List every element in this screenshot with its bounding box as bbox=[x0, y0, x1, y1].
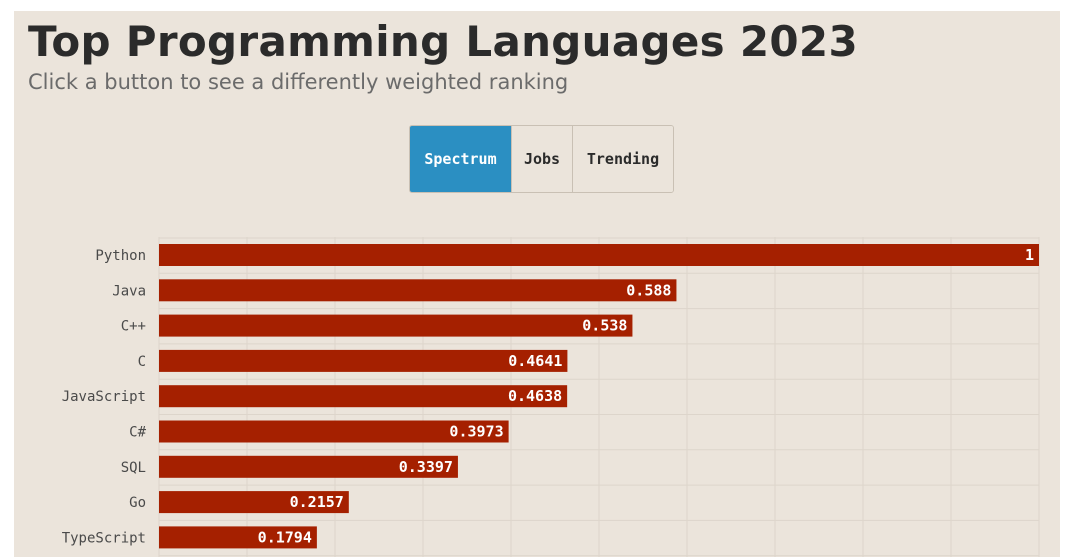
bar[interactable] bbox=[159, 455, 458, 478]
bar[interactable] bbox=[159, 314, 633, 337]
bar[interactable] bbox=[159, 279, 677, 302]
category-label: C# bbox=[129, 425, 146, 441]
chart-panel: Top Programming Languages 2023 Click a b… bbox=[14, 11, 1060, 557]
bar-value-label: 0.588 bbox=[626, 281, 671, 299]
category-label: JavaScript bbox=[62, 389, 146, 405]
bar[interactable] bbox=[159, 349, 568, 372]
category-label: TypeScript bbox=[62, 530, 146, 546]
bar-value-label: 0.4638 bbox=[508, 387, 562, 405]
ranking-button-group: Spectrum Jobs Trending bbox=[409, 125, 674, 193]
bar-value-label: 0.3973 bbox=[449, 423, 503, 441]
bar[interactable] bbox=[159, 244, 1039, 266]
category-label: Python bbox=[95, 248, 146, 264]
bar-value-label: 0.2157 bbox=[290, 493, 344, 511]
category-label: C++ bbox=[121, 319, 146, 335]
bar-chart: Python 1 Java 0.588 C++ 0.538 C 0.4641 JavaScrip… bbox=[62, 237, 1040, 557]
jobs-button[interactable]: Jobs bbox=[512, 126, 573, 192]
spectrum-button[interactable]: Spectrum bbox=[410, 126, 512, 192]
page-subtitle: Click a button to see a differently weig… bbox=[28, 70, 569, 94]
category-label: Go bbox=[129, 495, 146, 511]
bar-value-label: 0.1794 bbox=[258, 528, 312, 546]
bar[interactable] bbox=[159, 385, 568, 408]
bar[interactable] bbox=[159, 491, 349, 514]
bar-value-label: 0.538 bbox=[582, 317, 627, 335]
page-title: Top Programming Languages 2023 bbox=[28, 17, 858, 66]
category-label: SQL bbox=[121, 460, 146, 476]
category-label: Java bbox=[112, 283, 146, 299]
bar-value-label: 1 bbox=[1025, 246, 1034, 264]
bar[interactable] bbox=[159, 526, 317, 549]
trending-button[interactable]: Trending bbox=[573, 126, 673, 192]
category-label: C bbox=[138, 354, 146, 370]
bar-value-label: 0.4641 bbox=[508, 352, 562, 370]
bar[interactable] bbox=[159, 420, 509, 443]
bar-value-label: 0.3397 bbox=[399, 458, 453, 476]
